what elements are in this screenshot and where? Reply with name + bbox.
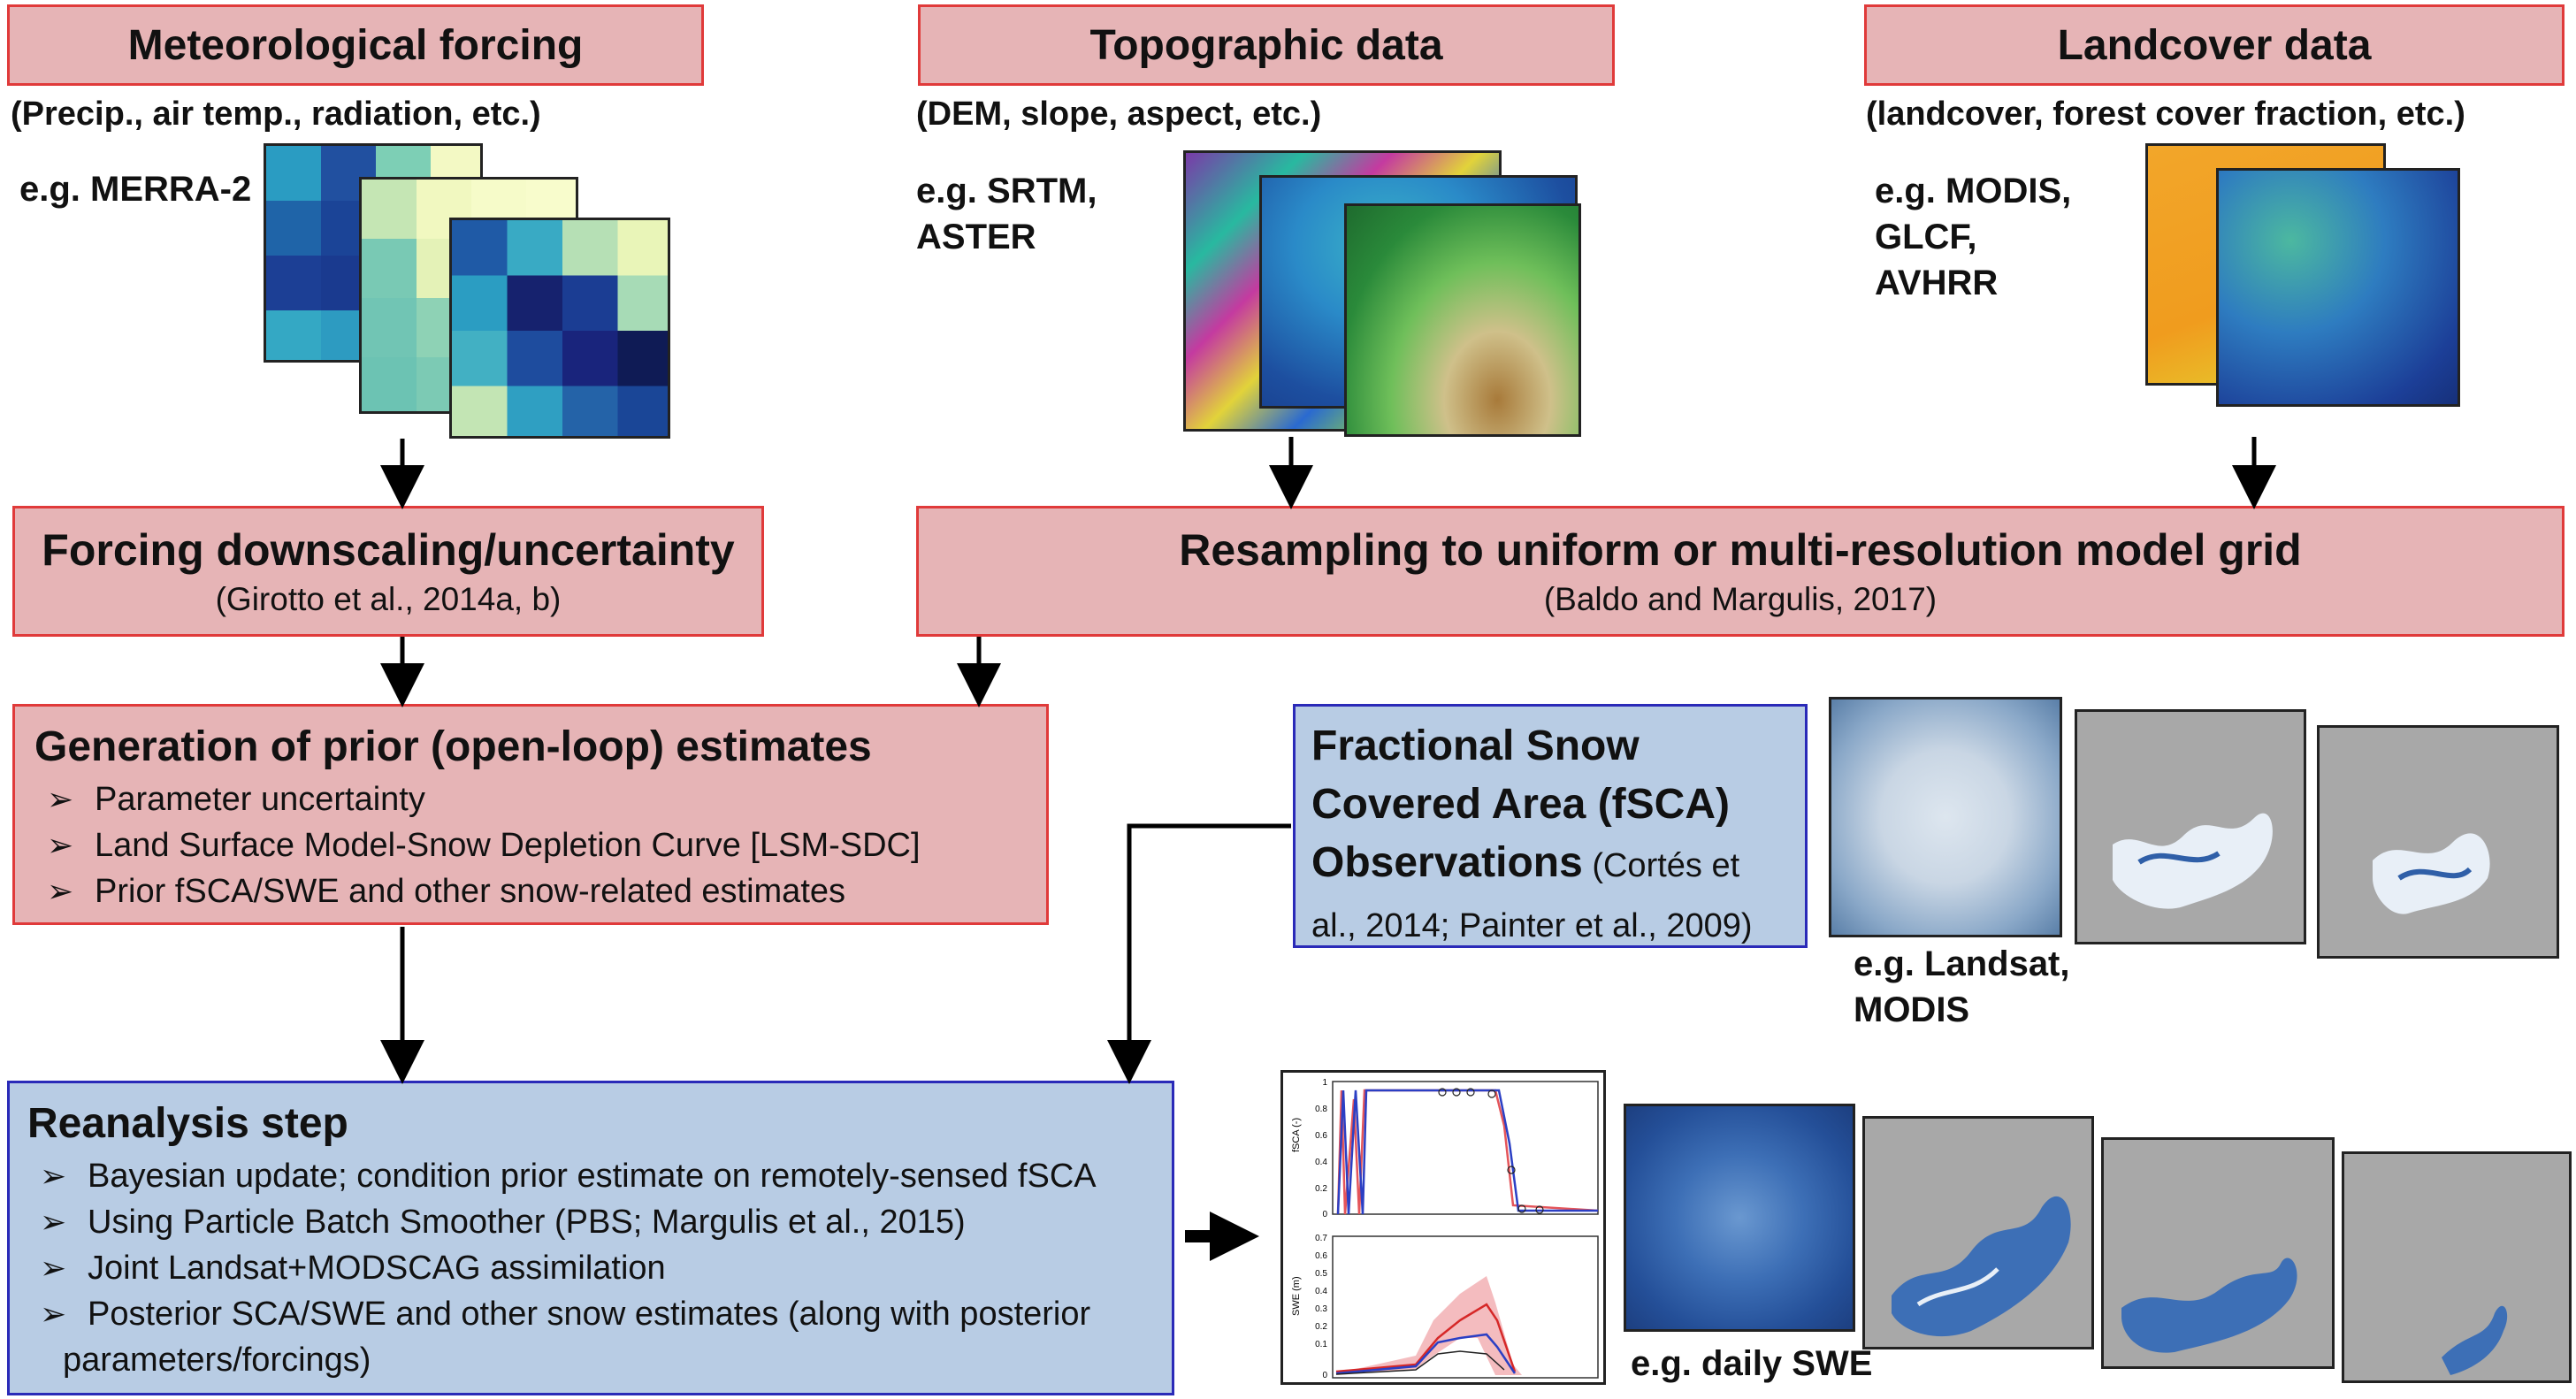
daily-swe-image-4 (2342, 1151, 2572, 1383)
landsat-fsca-image-1 (1829, 697, 2062, 937)
met-forcing-example: e.g. MERRA-2 (19, 170, 252, 209)
landcover-example-line-2: GLCF, (1875, 218, 1977, 256)
topo-example-line-2: ASTER (916, 218, 1036, 256)
met-forcing-box: Meteorological forcing (7, 4, 704, 86)
svg-text:0.7: 0.7 (1315, 1234, 1327, 1243)
bullet-arrow-icon: ➢ (47, 873, 74, 909)
landcover-data-example: e.g. MODIS, GLCF, AVHRR (1875, 168, 2071, 306)
list-item: ➢ Bayesian update; condition prior estima… (27, 1153, 1154, 1199)
bullet-arrow-icon: ➢ (40, 1158, 67, 1194)
resampling-citation: (Baldo and Margulis, 2017) (1543, 581, 1938, 617)
resampling-title: Resampling to uniform or multi-resolutio… (1179, 525, 2302, 575)
bullet-arrow-icon: ➢ (47, 827, 74, 863)
list-item: ➢ Posterior SCA/SWE and other snow estima… (27, 1291, 1154, 1337)
reanalysis-title: Reanalysis step (27, 1100, 348, 1147)
daily-swe-image-1 (1624, 1104, 1855, 1332)
svg-text:0.4: 0.4 (1315, 1287, 1327, 1296)
svg-text:0.1: 0.1 (1315, 1340, 1327, 1349)
svg-text:0.6: 0.6 (1315, 1251, 1327, 1261)
fsca-swe-timeseries-plot: fSCA (-) 1 0.8 0.6 0.4 0.2 0 SWE (m) 0.7… (1280, 1070, 1606, 1385)
topo-data-box: Topographic data (918, 4, 1615, 86)
bullet-arrow-icon: ➢ (40, 1296, 67, 1332)
list-item: ➢ Using Particle Batch Smoother (PBS; Mar… (27, 1199, 1154, 1245)
fsca-example: e.g. Landsat, MODIS (1854, 941, 2070, 1033)
met-forcing-subtitle: (Precip., air temp., radiation, etc.) (11, 96, 541, 133)
topo-data-example: e.g. SRTM, ASTER (916, 168, 1097, 260)
landcover-data-title: Landcover data (2057, 21, 2372, 69)
posterior-swe-line (1335, 1333, 1517, 1375)
observed-swe-line (1335, 1350, 1505, 1375)
svg-text:0.8: 0.8 (1315, 1105, 1327, 1114)
downscaling-box: Forcing downscaling/uncertainty (Girotto… (12, 506, 764, 637)
landsat-fsca-image-2 (2075, 709, 2306, 944)
prior-swe-uncertainty-band (1336, 1276, 1522, 1375)
fsca-axis-label: fSCA (-) (1291, 1118, 1302, 1152)
topo-data-subtitle: (DEM, slope, aspect, etc.) (916, 96, 1322, 133)
bullet-arrow-icon: ➢ (40, 1250, 67, 1286)
topo-example-line-1: e.g. SRTM, (916, 172, 1097, 210)
list-item-continuation: parameters/forcings) (63, 1342, 371, 1379)
met-forcing-title: Meteorological forcing (127, 21, 584, 69)
prior-swe-line (1335, 1303, 1517, 1373)
fsca-observations-label: Observations (1311, 839, 1583, 886)
list-item: ➢ Parameter uncertainty (34, 776, 1027, 822)
fsca-example-line-2: MODIS (1854, 990, 1970, 1029)
fsca-citation-part-2: al., 2014; Painter et al., 2009) (1311, 907, 1753, 944)
landcover-data-subtitle: (landcover, forest cover fraction, etc.) (1866, 96, 2465, 133)
svg-text:0.3: 0.3 (1315, 1304, 1327, 1314)
resampling-box: Resampling to uniform or multi-resolutio… (916, 506, 2565, 637)
fsca-title-line-1: Fractional Snow (1311, 722, 1640, 769)
svg-text:1: 1 (1322, 1078, 1327, 1088)
fsca-title-line-3: Observations (Cortés et (1311, 834, 1789, 902)
landcover-example-line-1: e.g. MODIS, (1875, 172, 2072, 210)
list-item: ➢ Land Surface Model-Snow Depletion Curve… (34, 822, 1027, 868)
prior-estimates-title: Generation of prior (open-loop) estimate… (34, 723, 872, 770)
reanalysis-list: ➢ Bayesian update; condition prior estima… (27, 1153, 1154, 1383)
daily-swe-example: e.g. daily SWE (1631, 1344, 1873, 1383)
swe-axis-label: SWE (m) (1291, 1276, 1302, 1316)
landcover-example-line-3: AVHRR (1875, 264, 1999, 302)
arrow-fsca-to-reanalysis (1107, 823, 1291, 1084)
fsca-title-line-2: Covered Area (fSCA) (1311, 781, 1730, 828)
list-item: ➢ Prior fSCA/SWE and other snow-related e… (34, 868, 1027, 914)
svg-text:0.4: 0.4 (1315, 1158, 1327, 1167)
prior-fsca-line (1336, 1089, 1599, 1215)
svg-text:0: 0 (1322, 1371, 1327, 1380)
svg-text:0.6: 0.6 (1315, 1131, 1327, 1141)
fsca-citation-part-1: (Cortés et (1582, 847, 1740, 884)
prior-estimates-box: Generation of prior (open-loop) estimate… (12, 704, 1049, 925)
dem-image (1344, 203, 1581, 437)
svg-text:0.5: 0.5 (1315, 1269, 1327, 1279)
fsca-observations-box: Fractional Snow Covered Area (fSCA) Obse… (1293, 704, 1808, 948)
forest-cover-image (2216, 168, 2460, 407)
landcover-data-box: Landcover data (1864, 4, 2565, 86)
svg-text:0.2: 0.2 (1315, 1184, 1327, 1194)
landsat-fsca-image-3 (2317, 725, 2559, 959)
reanalysis-box: Reanalysis step ➢ Bayesian update; condit… (7, 1081, 1174, 1395)
daily-swe-image-2 (1862, 1116, 2094, 1349)
svg-text:0.2: 0.2 (1315, 1322, 1327, 1332)
downscaling-citation: (Girotto et al., 2014a, b) (215, 581, 562, 617)
downscaling-title: Forcing downscaling/uncertainty (42, 525, 735, 575)
svg-text:0: 0 (1322, 1210, 1327, 1219)
daily-swe-image-3 (2101, 1137, 2335, 1369)
list-item: ➢ Joint Landsat+MODSCAG assimilation (27, 1245, 1154, 1291)
topo-data-title: Topographic data (1089, 21, 1443, 69)
posterior-fsca-line (1336, 1089, 1598, 1215)
bullet-arrow-icon: ➢ (40, 1204, 67, 1240)
fsca-example-line-1: e.g. Landsat, (1854, 944, 2070, 983)
prior-estimates-list: ➢ Parameter uncertainty ➢ Land Surface Mod… (34, 776, 1027, 914)
merra2-grid-image-3 (449, 218, 670, 439)
bullet-arrow-icon: ➢ (47, 781, 74, 817)
